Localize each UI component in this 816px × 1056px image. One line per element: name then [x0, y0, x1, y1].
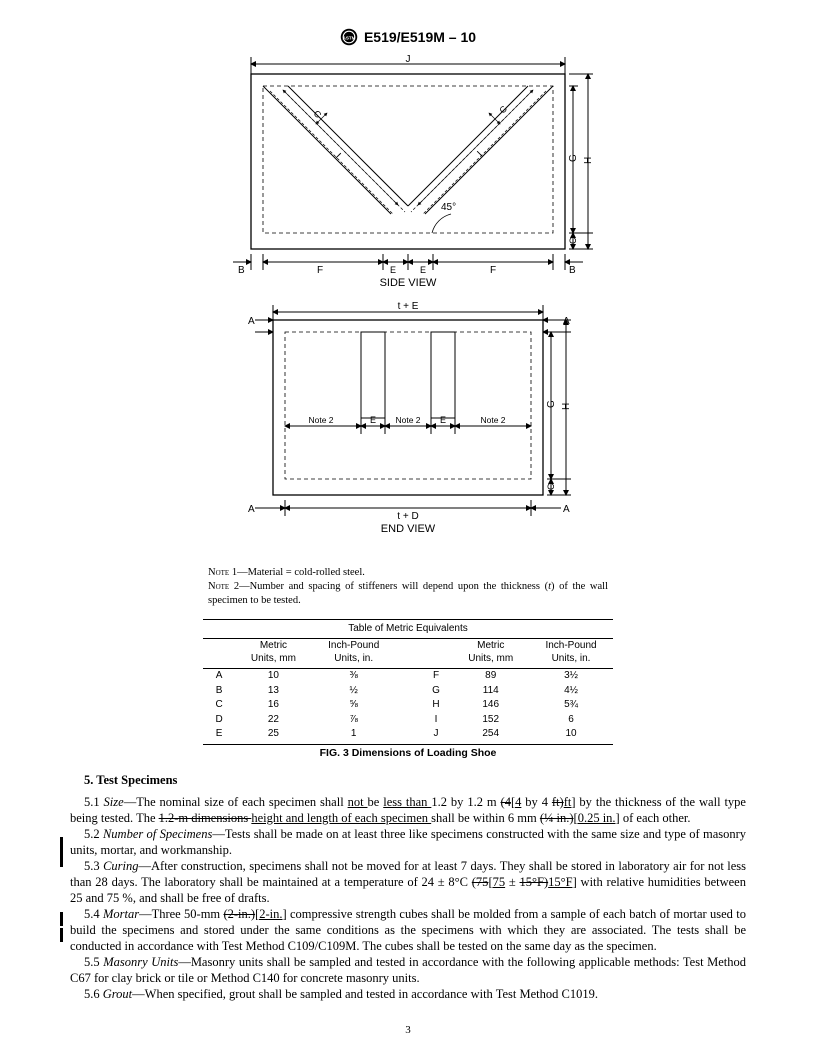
svg-text:B: B — [569, 265, 576, 276]
paragraph-5-4: 5.4 Mortar—Three 50-mm (2-in.)[2-in.] co… — [70, 906, 746, 954]
svg-text:G: G — [568, 154, 579, 162]
paragraph-5-1: 5.1 Size—The nominal size of each specim… — [70, 794, 746, 826]
figure-caption: FIG. 3 Dimensions of Loading Shoe — [70, 747, 746, 759]
svg-text:SIDE VIEW: SIDE VIEW — [380, 277, 437, 289]
metric-equivalents-table: Table of Metric Equivalents MetricUnits,… — [203, 619, 613, 745]
paragraph-5-3: 5.3 Curing—After construction, specimens… — [70, 858, 746, 906]
svg-text:ASTM: ASTM — [343, 35, 356, 40]
page-header: ASTM E519/E519M – 10 — [70, 28, 746, 46]
svg-text:H: H — [583, 157, 594, 164]
table-row: C16⅝H1465¾ — [203, 698, 613, 713]
svg-text:J: J — [406, 54, 411, 65]
section-5-heading: 5. Test Specimens — [84, 773, 746, 788]
svg-text:45°: 45° — [441, 202, 456, 213]
standard-id: E519/E519M – 10 — [364, 29, 476, 45]
page-number: 3 — [0, 1024, 816, 1036]
paragraph-5-2: 5.2 Number of Specimens—Tests shall be m… — [70, 826, 746, 858]
paragraph-5-5: 5.5 Masonry Units—Masonry units shall be… — [70, 954, 746, 986]
astm-logo-icon: ASTM — [340, 28, 358, 46]
svg-text:A: A — [248, 316, 255, 327]
svg-text:B: B — [238, 265, 245, 276]
svg-text:Note 2: Note 2 — [395, 415, 420, 425]
svg-text:END VIEW: END VIEW — [381, 523, 436, 535]
svg-text:E: E — [370, 415, 376, 425]
figure-notes: Note 1—Material = cold-rolled steel. Not… — [208, 566, 608, 609]
svg-text:A: A — [248, 504, 255, 515]
svg-text:E: E — [420, 265, 426, 275]
svg-text:G: G — [546, 400, 557, 408]
svg-text:A: A — [563, 504, 570, 515]
svg-text:Note 2: Note 2 — [480, 415, 505, 425]
svg-text:C: C — [568, 237, 578, 244]
table-row: A10⅜F893½ — [203, 669, 613, 684]
revision-bar — [60, 837, 63, 867]
svg-text:Note 2: Note 2 — [308, 415, 333, 425]
svg-text:t + D: t + D — [397, 511, 418, 522]
revision-bar — [60, 928, 63, 942]
figure-3-diagram: J 45° I I C C — [70, 52, 746, 562]
svg-text:E: E — [390, 265, 396, 275]
svg-text:F: F — [317, 265, 323, 276]
svg-text:t + E: t + E — [398, 301, 419, 312]
paragraph-5-6: 5.6 Grout—When specified, grout shall be… — [70, 986, 746, 1002]
svg-text:C: C — [546, 483, 556, 490]
revision-bar — [60, 912, 63, 926]
table-row: E251J25410 — [203, 727, 613, 744]
svg-text:F: F — [490, 265, 496, 276]
svg-text:E: E — [440, 415, 446, 425]
table-row: B13½G1144½ — [203, 684, 613, 699]
table-row: D22⅞I1526 — [203, 713, 613, 728]
svg-text:H: H — [561, 403, 572, 410]
